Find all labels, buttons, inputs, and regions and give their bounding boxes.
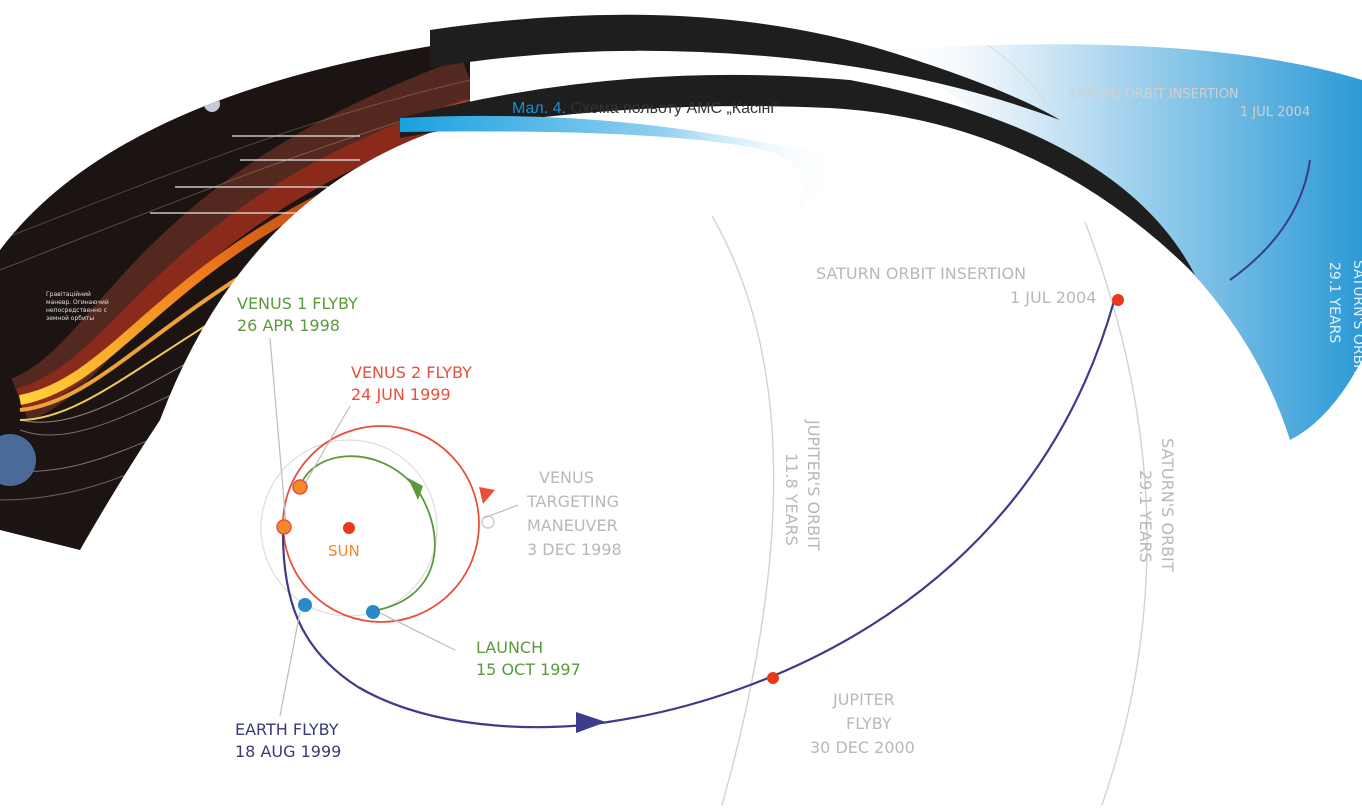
vtm-marker [481,515,495,529]
sun-label: SUN [328,542,360,560]
left-inset-text-2: маневр. Огинаючий [46,299,109,306]
launch-title: LAUNCH [476,638,543,657]
launch-date: 15 OCT 1997 [476,660,581,679]
jupiter-flyby-line2: FLYBY [846,714,892,733]
planet-icon [204,96,220,112]
venus1-marker [292,479,308,495]
right-inset-title: SATURN ORBIT INSERTION [1068,87,1239,102]
earth-date: 18 AUG 1999 [235,742,341,761]
left-inset-text-1: Гравітаційний [46,291,91,298]
saturn-insertion-marker [1112,294,1124,306]
right-inset-date: 1 JUL 2004 [1240,105,1310,120]
vtm-date: 3 DEC 1998 [527,540,622,559]
figure-caption-text: Схема польоту АМС „Касіні” [570,100,780,117]
venus1-date: 26 APR 1998 [237,316,340,335]
vtm-line3: MANEUVER [527,516,618,535]
venus2-date: 24 JUN 1999 [351,385,451,404]
earth-icon [0,434,36,486]
sun-marker [343,522,355,534]
right-inset-orbit-name: SATURN'S ORBIT [1350,260,1362,377]
jupiter-orbit-line [711,215,775,806]
jupiter-orbit-name: JUPITER'S ORBIT [804,419,823,551]
right-inset-orbit-period: 29.1 YEARS [1326,262,1342,343]
left-inset-text-4: земной орбиты [46,315,94,322]
right-inset-image: SATURN ORBIT INSERTION 1 JUL 2004 SATURN… [890,44,1362,441]
caption-swoosh [400,115,838,210]
dark-frame-band [400,74,1195,275]
soi-date: 1 JUL 2004 [1010,288,1096,307]
saturn-orbit-period: 29.1 YEARS [1136,470,1155,563]
jupiter-flyby-marker [767,672,779,684]
venus2-title: VENUS 2 FLYBY [351,363,472,382]
trajectory-arrowhead [576,712,606,733]
launch-marker [366,605,380,619]
venus2-marker [276,519,292,535]
figure-caption: Мал. 4. Схема польоту АМС „Касіні” [512,100,779,118]
red-arrowhead [479,487,495,504]
earth-flyby-marker [298,598,312,612]
vtm-line1: VENUS [539,468,594,487]
vtm-line2: TARGETING [526,492,619,511]
jupiter-flyby-line1: JUPITER [832,690,895,709]
figure-number: Мал. 4. [512,100,566,117]
dark-frame-band-top [430,14,1060,121]
left-inset-text-3: непосредственно с [46,307,107,314]
left-inset-image: Гравітаційний маневр. Огинаючий непосред… [0,40,470,550]
jupiter-flyby-date: 30 DEC 2000 [810,738,915,757]
venus-orbit-red [282,425,480,623]
swirl-band [0,58,470,501]
soi-title: SATURN ORBIT INSERTION [816,264,1026,283]
saturn-orbit-name: SATURN'S ORBIT [1158,438,1177,572]
green-arrowhead [408,478,423,500]
jupiter-orbit-period: 11.8 YEARS [782,453,801,546]
venus1-title: VENUS 1 FLYBY [237,294,358,313]
earth-title: EARTH FLYBY [235,720,339,739]
venus-orbit-green [299,455,436,612]
